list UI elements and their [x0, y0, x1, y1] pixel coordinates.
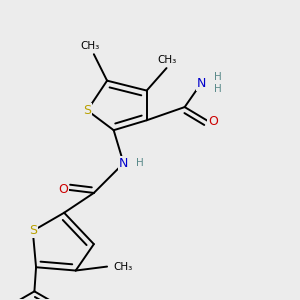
Text: H: H	[214, 72, 222, 82]
Text: O: O	[58, 183, 68, 196]
Text: CH₃: CH₃	[157, 55, 176, 65]
Text: CH₃: CH₃	[113, 262, 132, 272]
Text: S: S	[83, 104, 91, 117]
Text: CH₃: CH₃	[80, 41, 100, 51]
Text: H: H	[214, 84, 222, 94]
Text: O: O	[208, 116, 218, 128]
Text: S: S	[29, 224, 37, 237]
Text: N: N	[196, 77, 206, 90]
Text: H: H	[136, 158, 143, 168]
Text: N: N	[119, 157, 128, 170]
